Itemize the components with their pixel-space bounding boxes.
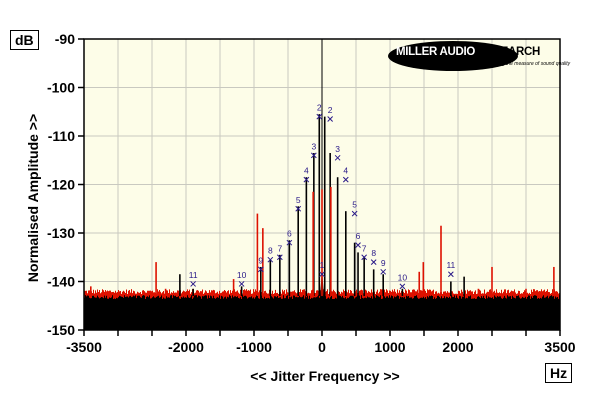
x-unit-label: Hz [545, 363, 573, 383]
harmonic-label: 7 [362, 243, 367, 253]
harmonic-label: 4 [343, 166, 348, 176]
y-tick-label: -120 [47, 177, 75, 193]
harmonic-marker [267, 256, 274, 263]
harmonic-marker [190, 281, 196, 287]
x-tick-label: 0 [318, 339, 326, 355]
harmonic-marker [316, 113, 323, 120]
y-tick-label: -130 [47, 225, 75, 241]
y-unit-label: dB [10, 30, 39, 50]
harmonic-marker [342, 176, 349, 183]
y-tick-label: -90 [55, 31, 75, 47]
logo-brand: MILLER AUDIO RESEARCH [396, 46, 540, 58]
harmonic-label: 2 [328, 105, 333, 115]
harmonic-label: 9 [258, 255, 263, 265]
harmonic-marker [327, 116, 334, 122]
miller-audio-research-logo: MILLER AUDIO RESEARCH Setting the measur… [388, 41, 570, 73]
x-tick-label: -1000 [236, 339, 272, 355]
harmonic-label: 10 [237, 270, 247, 280]
harmonic-marker [257, 266, 264, 273]
x-tick-label: 2000 [442, 339, 473, 355]
logo-ellipse [388, 41, 518, 71]
harmonic-marker [399, 283, 406, 290]
x-tick-label: 3500 [544, 339, 575, 355]
harmonic-label: 5 [296, 195, 301, 205]
harmonic-marker [295, 205, 302, 212]
harmonic-label: 1 [320, 260, 325, 270]
harmonic-label: 8 [268, 246, 273, 256]
harmonic-label: 2 [317, 103, 322, 113]
harmonic-marker [370, 259, 377, 265]
harmonic-label: 9 [381, 258, 386, 268]
harmonic-label: 10 [398, 272, 408, 282]
harmonic-marker [286, 239, 293, 246]
x-tick-label: -3500 [66, 339, 102, 355]
y-tick-label: -100 [47, 80, 75, 96]
harmonic-marker [334, 154, 341, 161]
harmonic-marker [448, 271, 454, 278]
harmonic-marker [303, 176, 310, 183]
harmonic-marker [310, 152, 317, 159]
harmonic-label: 11 [446, 260, 455, 270]
y-tick-label: -140 [47, 274, 75, 290]
y-tick-label: -110 [48, 128, 75, 144]
logo-tagline: Setting the measure of sound quality [489, 61, 571, 67]
harmonic-marker [276, 254, 283, 261]
logo-brand-lead: MILLER AUDIO [396, 46, 478, 58]
x-axis-title: << Jitter Frequency >> [250, 368, 400, 384]
y-axis-title: Normalised Amplitude >> [25, 113, 41, 283]
harmonic-label: 3 [311, 141, 316, 151]
harmonic-marker [238, 281, 245, 287]
harmonic-label: 5 [352, 200, 357, 210]
harmonic-label: 6 [356, 231, 361, 241]
y-tick-label: -150 [47, 322, 75, 338]
harmonic-marker [380, 268, 387, 275]
harmonic-label: 7 [277, 243, 282, 253]
x-tick-label: 1000 [374, 339, 405, 355]
harmonic-marker [351, 210, 358, 217]
harmonic-marker [355, 242, 361, 248]
harmonic-label: 6 [287, 229, 292, 239]
harmonic-marker [361, 254, 368, 261]
harmonic-label: 3 [335, 144, 340, 154]
harmonic-label: 11 [189, 270, 198, 280]
x-tick-label: -2000 [168, 339, 204, 355]
carrier-skirt [317, 266, 327, 330]
logo-brand-tail: RESEARCH [477, 46, 541, 58]
harmonic-marker [319, 271, 325, 278]
harmonic-label: 4 [304, 166, 309, 176]
harmonic-label: 8 [371, 248, 376, 258]
